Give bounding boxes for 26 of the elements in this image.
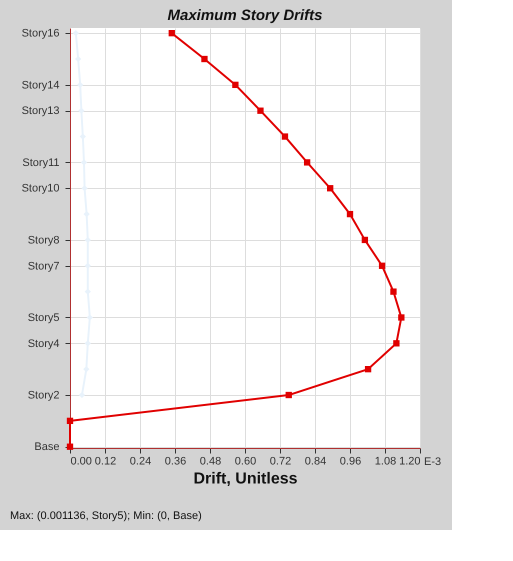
text: E-3: [424, 456, 442, 468]
y-tick-label: Story16: [22, 28, 60, 40]
y-tick-label: Story2: [28, 390, 60, 402]
x-tick-label: 0.00: [70, 456, 92, 468]
y-tick-label: Story7: [28, 260, 60, 272]
x-tick-label: 0.12: [94, 456, 116, 468]
y-tick-label: Story5: [28, 312, 60, 324]
x-tick-label: 0.48: [200, 456, 222, 468]
y-tick-label: Story14: [22, 79, 60, 92]
x-tick-label: 0.36: [164, 456, 186, 468]
y-tick-label: Story11: [22, 156, 60, 169]
x-tick-label: 0.72: [270, 456, 292, 468]
text: Max: (0.001136, Story5); Min: (0, Base): [10, 510, 202, 522]
x-tick-label: 1.08: [374, 456, 396, 468]
y-tick-label: Story13: [22, 105, 60, 118]
chart-title: Maximum Story Drifts: [167, 7, 323, 24]
x-tick-label: 0.24: [130, 456, 152, 468]
x-tick-label: 0.60: [234, 456, 256, 468]
x-tick-label: 0.96: [340, 456, 362, 468]
x-tick-label: 1.20: [399, 456, 420, 468]
y-tick-label: Story4: [28, 338, 60, 350]
x-axis-title: Drift, Unitless: [193, 470, 298, 488]
x-tick-label: 0.84: [304, 456, 326, 468]
y-tick-label: Base: [34, 441, 60, 454]
y-tick-label: Story8: [28, 234, 60, 246]
y-tick-label: Story10: [22, 182, 60, 195]
